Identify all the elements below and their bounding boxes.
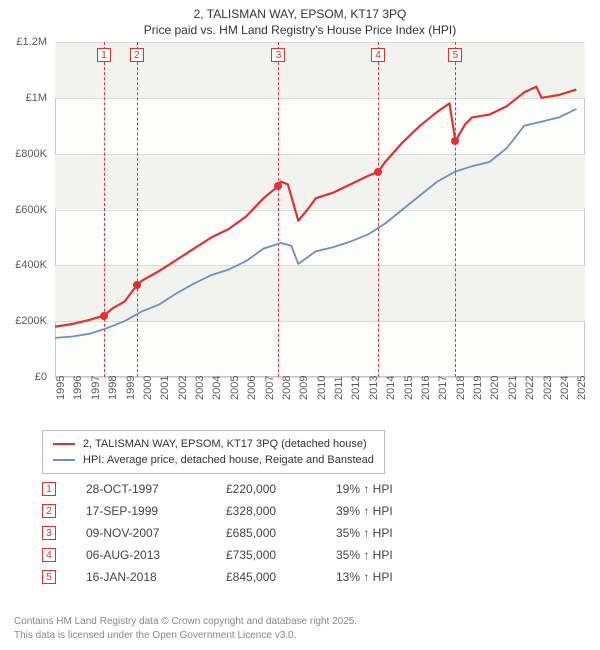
- table-row: 2 17-SEP-1999£328,00039% ↑ HPI: [42, 500, 456, 522]
- series-line-hpi: [55, 109, 576, 338]
- x-axis-label: 1995: [55, 376, 67, 400]
- x-axis-label: 2018: [455, 376, 467, 400]
- table-row: 1 28-OCT-1997£220,00019% ↑ HPI: [42, 478, 456, 500]
- row-date: 28-OCT-1997: [86, 482, 226, 496]
- chart-titles: 2, TALISMAN WAY, EPSOM, KT17 3PQ Price p…: [0, 0, 600, 40]
- y-axis-label: £1.2M: [0, 36, 47, 48]
- y-axis-label: £800K: [0, 148, 47, 160]
- x-axis-label: 2001: [159, 376, 171, 400]
- legend-label: 2, TALISMAN WAY, EPSOM, KT17 3PQ (detach…: [83, 438, 367, 450]
- x-axis-label: 2002: [177, 376, 189, 400]
- x-axis-label: 2006: [246, 376, 258, 400]
- row-pct: 19% ↑ HPI: [336, 482, 456, 496]
- x-axis-label: 2017: [437, 376, 449, 400]
- x-axis-labels: 1995199619971998199920002001200220032004…: [55, 382, 585, 430]
- legend-row: HPI: Average price, detached house, Reig…: [53, 452, 374, 468]
- x-axis-label: 2023: [542, 376, 554, 400]
- legend-row: 2, TALISMAN WAY, EPSOM, KT17 3PQ (detach…: [53, 436, 374, 452]
- row-price: £735,000: [226, 548, 336, 562]
- x-axis-label: 2010: [316, 376, 328, 400]
- row-pct: 35% ↑ HPI: [336, 548, 456, 562]
- footer-line-2: This data is licensed under the Open Gov…: [14, 629, 586, 643]
- x-axis-label: 2013: [368, 376, 380, 400]
- x-axis-label: 1999: [125, 376, 137, 400]
- row-badge: 2: [42, 504, 56, 518]
- x-axis-label: 2011: [333, 376, 345, 400]
- row-badge: 5: [42, 570, 56, 584]
- x-axis-label: 2019: [472, 376, 484, 400]
- row-price: £220,000: [226, 482, 336, 496]
- row-price: £845,000: [226, 570, 336, 584]
- y-axis-label: £600K: [0, 204, 47, 216]
- y-axis-label: £0: [0, 371, 47, 383]
- y-axis-label: £1M: [0, 92, 47, 104]
- row-badge: 4: [42, 548, 56, 562]
- footer: Contains HM Land Registry data © Crown c…: [14, 615, 586, 642]
- x-axis-label: 2020: [489, 376, 501, 400]
- table-row: 5 16-JAN-2018£845,00013% ↑ HPI: [42, 566, 456, 588]
- row-badge: 1: [42, 482, 56, 496]
- x-axis-label: 2014: [385, 376, 397, 400]
- x-axis-label: 2012: [350, 376, 362, 400]
- chart-area: £0£200K£400K£600K£800K£1M£1.2M12345: [55, 42, 585, 377]
- table-row: 3 09-NOV-2007£685,00035% ↑ HPI: [42, 522, 456, 544]
- row-date: 16-JAN-2018: [86, 570, 226, 584]
- x-axis-label: 2009: [298, 376, 310, 400]
- x-axis-label: 2005: [229, 376, 241, 400]
- y-axis-label: £200K: [0, 315, 47, 327]
- footer-line-1: Contains HM Land Registry data © Crown c…: [14, 615, 586, 629]
- x-axis-label: 2003: [194, 376, 206, 400]
- x-axis-label: 2016: [420, 376, 432, 400]
- table-row: 4 06-AUG-2013£735,00035% ↑ HPI: [42, 544, 456, 566]
- row-price: £685,000: [226, 526, 336, 540]
- x-axis-label: 2025: [576, 376, 588, 400]
- row-pct: 39% ↑ HPI: [336, 504, 456, 518]
- x-axis-label: 2022: [524, 376, 536, 400]
- row-date: 06-AUG-2013: [86, 548, 226, 562]
- legend: 2, TALISMAN WAY, EPSOM, KT17 3PQ (detach…: [42, 430, 385, 474]
- row-date: 09-NOV-2007: [86, 526, 226, 540]
- row-price: £328,000: [226, 504, 336, 518]
- row-pct: 13% ↑ HPI: [336, 570, 456, 584]
- series-line-price_paid: [55, 87, 576, 327]
- title-subtitle: Price paid vs. HM Land Registry's House …: [0, 22, 600, 38]
- x-axis-label: 1998: [107, 376, 119, 400]
- row-pct: 35% ↑ HPI: [336, 526, 456, 540]
- x-axis-label: 2000: [142, 376, 154, 400]
- legend-swatch-icon: [53, 443, 75, 445]
- y-axis-label: £400K: [0, 259, 47, 271]
- x-axis-label: 2021: [507, 376, 519, 400]
- x-axis-label: 1996: [72, 376, 84, 400]
- sales-table: 1 28-OCT-1997£220,00019% ↑ HPI 2 17-SEP-199…: [42, 478, 456, 588]
- legend-label: HPI: Average price, detached house, Reig…: [83, 454, 374, 466]
- row-date: 17-SEP-1999: [86, 504, 226, 518]
- x-axis-label: 1997: [90, 376, 102, 400]
- series-svg: [55, 42, 585, 377]
- x-axis-label: 2015: [403, 376, 415, 400]
- legend-swatch-icon: [53, 459, 75, 461]
- x-axis-label: 2024: [559, 376, 571, 400]
- x-axis-label: 2007: [264, 376, 276, 400]
- x-axis-label: 2004: [211, 376, 223, 400]
- row-badge: 3: [42, 526, 56, 540]
- title-address: 2, TALISMAN WAY, EPSOM, KT17 3PQ: [0, 6, 600, 22]
- x-axis-label: 2008: [281, 376, 293, 400]
